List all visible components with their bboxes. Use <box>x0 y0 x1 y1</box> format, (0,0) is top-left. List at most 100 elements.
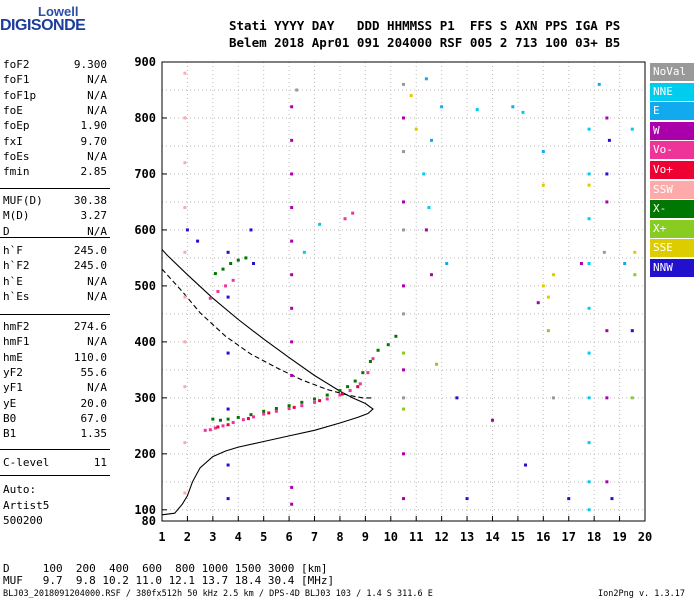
x-tick-label: 6 <box>285 530 292 544</box>
param-value: 55.6 <box>80 365 108 379</box>
x-tick-label: 18 <box>587 530 601 544</box>
data-point <box>287 404 291 408</box>
data-point <box>394 334 398 338</box>
param-label: h`Es <box>3 289 30 303</box>
data-point <box>241 418 245 422</box>
logo-lowell: Lowell <box>38 4 79 19</box>
param-label: h`F2 <box>3 259 30 273</box>
param-value: 11 <box>93 456 107 469</box>
data-point <box>630 329 634 333</box>
param-value: 2.85 <box>80 165 108 179</box>
data-point <box>252 262 256 266</box>
data-point <box>597 82 601 86</box>
param-label: D <box>3 224 10 238</box>
data-point <box>226 417 230 421</box>
footer-muf-line: MUF 9.7 9.8 10.2 11.0 12.1 13.7 18.4 30.… <box>3 574 335 587</box>
param-value: 9.300 <box>73 58 107 71</box>
param-label: B1 <box>3 427 17 441</box>
param-value: 245.0 <box>73 259 107 273</box>
data-point <box>536 301 540 305</box>
data-point <box>183 116 187 120</box>
x-tick-label: 16 <box>536 530 550 544</box>
data-point <box>587 508 591 512</box>
x-tick-label: 15 <box>511 530 525 544</box>
data-point <box>567 497 571 501</box>
data-point <box>221 267 225 271</box>
param-row: yE 20.0 <box>3 397 107 413</box>
data-point <box>630 127 634 131</box>
footer-file-line: BLJ03_2018091204000.RSF / 380fx512h 50 k… <box>3 589 433 599</box>
data-point <box>402 396 405 400</box>
data-point <box>633 250 637 254</box>
param-row: B0 67.0 <box>3 412 107 428</box>
data-point <box>338 393 342 397</box>
y-tick-label: 700 <box>134 167 156 181</box>
data-point <box>196 239 200 243</box>
x-tick-label: 3 <box>209 530 216 544</box>
data-point <box>429 138 433 142</box>
param-value: N/A <box>87 149 107 163</box>
param-label: yE <box>3 396 17 410</box>
x-tick-label: 7 <box>311 530 318 544</box>
data-point <box>633 273 637 277</box>
data-point <box>218 418 222 422</box>
param-value: N/A <box>87 88 107 102</box>
legend-item: NoVal <box>650 63 694 81</box>
data-point <box>587 183 591 187</box>
data-point <box>226 407 230 411</box>
param-value: 20.0 <box>80 396 108 410</box>
data-point <box>409 94 413 98</box>
param-label: hmF2 <box>3 320 30 333</box>
param-value: 30.38 <box>73 194 107 207</box>
param-row: h`E N/A <box>3 275 107 291</box>
separator <box>0 475 110 476</box>
data-point <box>422 172 426 176</box>
data-point <box>445 262 449 266</box>
data-point <box>183 491 187 495</box>
data-point <box>290 502 294 506</box>
param-label: M(D) <box>3 209 30 223</box>
data-point <box>183 161 187 165</box>
data-point <box>465 497 469 501</box>
x-tick-label: 2 <box>184 530 191 544</box>
data-point <box>226 250 230 254</box>
data-point <box>587 441 591 445</box>
x-tick-label: 8 <box>336 530 343 544</box>
profile-curve <box>161 249 374 516</box>
data-point <box>546 329 550 333</box>
param-value: 1.90 <box>80 119 108 133</box>
legend-item: Vo- <box>650 141 694 160</box>
param-row: yF1 N/A <box>3 381 107 397</box>
data-point <box>455 396 459 400</box>
legend-item: SSE <box>650 239 694 258</box>
data-point <box>290 306 294 310</box>
data-point <box>226 351 230 355</box>
param-label: h`E <box>3 274 23 288</box>
data-point <box>424 77 428 81</box>
data-point <box>249 413 253 417</box>
separator <box>0 314 110 315</box>
data-point <box>236 415 240 419</box>
data-point <box>605 200 609 204</box>
data-point <box>368 359 372 363</box>
param-row: hmF2 274.6 <box>3 320 107 336</box>
param-label: yF1 <box>3 381 23 395</box>
autoscale-line: 500200 <box>3 514 43 527</box>
param-row: foF1p N/A <box>3 89 107 105</box>
legend-item: NNE <box>650 82 694 101</box>
param-value: N/A <box>87 289 107 303</box>
data-point <box>290 485 294 489</box>
data-point <box>302 250 306 254</box>
data-point <box>524 463 528 467</box>
x-tick-label: 12 <box>434 530 448 544</box>
param-value: 67.0 <box>80 411 108 425</box>
param-row: M(D) 3.27 <box>3 209 107 225</box>
x-tick-label: 17 <box>562 530 576 544</box>
data-point <box>440 105 444 109</box>
data-point <box>236 258 240 262</box>
header-line-2: Belem 2018 Apr01 091 204000 RSF 005 2 71… <box>229 35 621 50</box>
data-point <box>290 105 294 109</box>
param-label: hmE <box>3 350 23 364</box>
data-point <box>402 200 405 204</box>
data-point <box>630 396 634 400</box>
